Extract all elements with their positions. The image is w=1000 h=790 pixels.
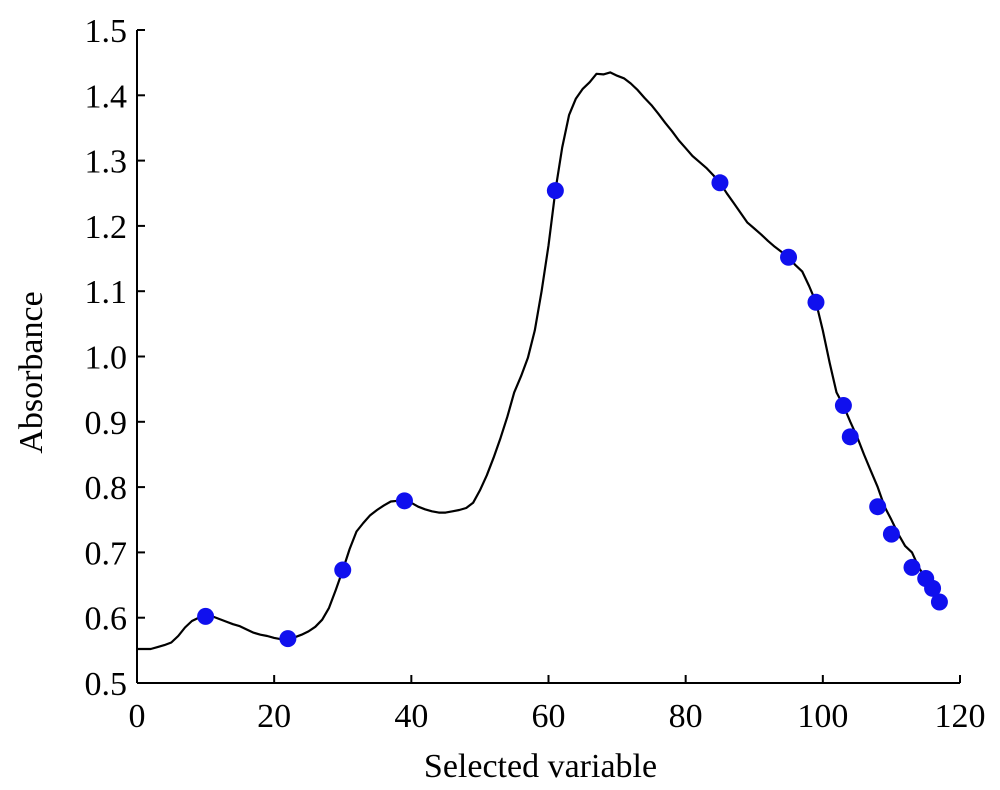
selected-variable-point <box>834 396 852 414</box>
selected-variable-point <box>197 607 215 625</box>
selected-variable-point <box>711 174 729 192</box>
plot-area <box>137 71 948 651</box>
y-axis-title: Absorbance <box>13 291 50 453</box>
y-tick-label: 1.0 <box>85 340 128 377</box>
y-tick-label: 0.5 <box>85 666 128 703</box>
y-tick-label: 0.6 <box>85 601 128 638</box>
y-tick-label: 1.1 <box>85 274 128 311</box>
y-tick-label: 0.7 <box>85 535 128 572</box>
x-tick-label: 100 <box>797 698 848 735</box>
selected-variable-point <box>334 561 352 579</box>
y-tick-label: 1.5 <box>85 13 128 50</box>
selected-variable-point <box>903 558 921 576</box>
x-tick-label: 40 <box>394 698 428 735</box>
selected-variable-point <box>869 498 887 516</box>
x-tick-label: 20 <box>257 698 291 735</box>
x-tick-label: 0 <box>129 698 146 735</box>
y-tick-label: 0.9 <box>85 405 128 442</box>
x-tick-label: 60 <box>532 698 566 735</box>
x-tick-label: 120 <box>935 698 986 735</box>
selected-variable-point <box>807 293 825 311</box>
selected-variable-point <box>930 593 948 611</box>
y-tick-label: 0.8 <box>85 470 128 507</box>
x-axis-title: Selected variable <box>424 748 657 785</box>
y-tick-label: 1.4 <box>85 78 128 115</box>
x-tick-label: 80 <box>669 698 703 735</box>
selected-variable-point <box>780 248 798 266</box>
y-tick-label: 1.2 <box>85 209 128 246</box>
axes: 0 20 40 60 80 100 120 0.5 0.6 0.7 0.8 0.9 1.0 1.1 1.2 1… <box>85 13 986 735</box>
selected-variable-point <box>882 525 900 543</box>
spectrum-line <box>137 71 941 651</box>
selected-variable-point <box>279 630 297 648</box>
selected-variable-point <box>395 492 413 510</box>
y-tick-label: 1.3 <box>85 144 128 181</box>
selected-variable-point <box>546 182 564 200</box>
selected-variable-point <box>841 428 859 446</box>
selected-variable-point <box>924 579 942 597</box>
